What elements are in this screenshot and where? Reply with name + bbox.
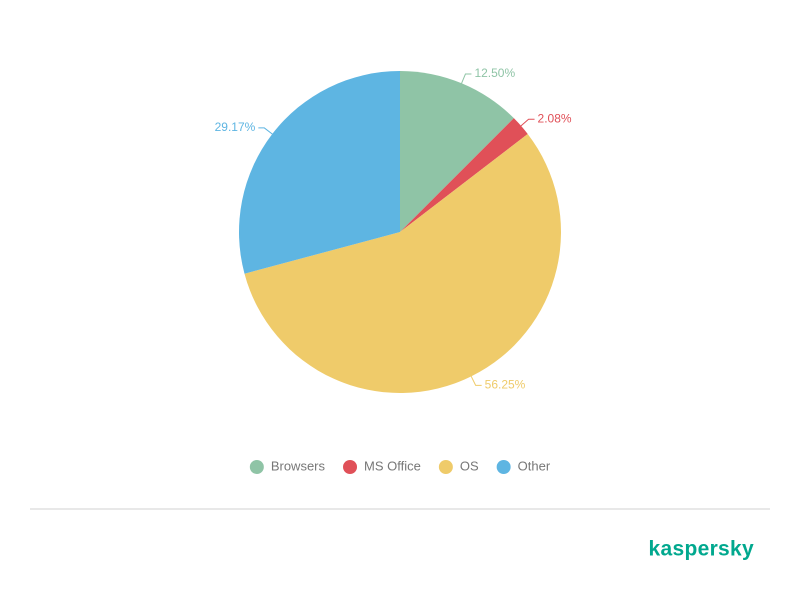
label-leader <box>469 374 482 386</box>
data-label: 56.25% <box>485 378 526 392</box>
legend-label: OS <box>460 458 479 473</box>
legend-marker <box>438 460 453 474</box>
legend-marker <box>496 460 511 474</box>
pie-slice <box>244 133 562 394</box>
pie-slice <box>400 71 514 232</box>
label-leader <box>258 127 275 136</box>
legend-label: Browsers <box>271 458 326 473</box>
pie-slice <box>400 118 528 232</box>
brand-logo: kaspersky <box>649 538 754 561</box>
data-label: 29.17% <box>215 120 256 134</box>
label-leader <box>460 73 472 86</box>
label-leader <box>519 118 535 128</box>
data-label: 12.50% <box>474 66 515 80</box>
legend-marker <box>249 460 264 474</box>
pie-slice <box>239 71 400 274</box>
legend-label: Other <box>518 458 551 473</box>
legend-marker <box>343 460 358 474</box>
data-label: 2.08% <box>538 111 572 125</box>
legend-label: MS Office <box>364 458 421 473</box>
